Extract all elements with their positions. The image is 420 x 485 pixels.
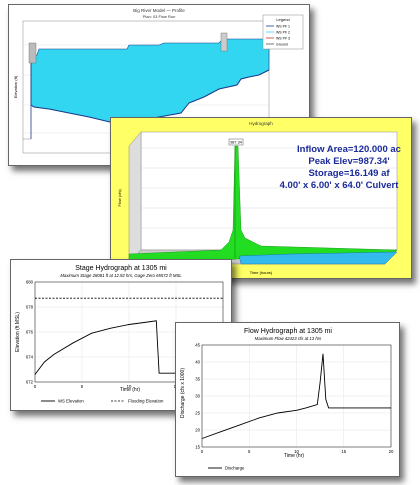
hydro3d-title: Hydrograph [249,121,273,126]
hydro3d-info-line: 4.00' x 6.00' x 64.0' Culvert [280,180,400,191]
stage-xlabel: Time (hr) [120,387,140,393]
profile-legend-item: WS PF 1 [276,25,290,29]
flow-ytick-label: 40 [195,360,200,365]
flow-ytick-label: 35 [195,377,200,382]
hydro3d-peak-tag [228,138,244,146]
stage-ytick-label: 672 [26,380,34,385]
flow-subtitle: Maximum Flow 42423 cfs at 13 hrs [255,336,322,341]
flow-ylabel: Discharge (cfs x 1000) [180,368,186,418]
flow-series-discharge [201,353,391,439]
hydro3d-xlabel: Time (hours) [250,270,273,275]
flow-ytick-label: 25 [195,411,200,416]
stage-xtick-label: 0 [34,384,37,389]
hydrograph-3d-window: Hydrograph 987.34 Flow (cfs) Time (hours… [110,117,412,279]
flow-legend-item: Discharge [225,466,245,471]
flow-xtick-label: 0 [201,449,204,454]
hydro3d-left-wall [128,131,142,265]
stage-ylabel: Elevation (ft MSL) [15,312,21,352]
flow-title: Flow Hydrograph at 1305 mi [244,328,332,335]
profile-channel-bottom [30,69,270,124]
stage-series-ws-elevation [34,320,223,375]
flow-xlabel: Time (hr) [284,453,304,459]
flow-xtick-label: 15 [341,449,346,454]
hydrograph-3d: Hydrograph 987.34 Flow (cfs) Time (hours… [111,118,411,278]
profile-legend-item: Ground [276,43,288,47]
stage-legend-item: Flooding Elevation [128,399,164,404]
profile-legend-item: WS PF 3 [276,37,290,41]
flow-hydrograph-window: Flow Hydrograph at 1305 mi Maximum Flow … [175,322,400,477]
flow-legend: Discharge [208,466,245,471]
stage-legend: WS Elevation Flooding Elevation [41,399,164,404]
stage-xtick-label: 5 [81,384,84,389]
flow-xtick-label: 10 [294,449,299,454]
hydro3d-flow-band [128,145,398,261]
flow-hydrograph: Flow Hydrograph at 1305 mi Maximum Flow … [176,323,399,476]
profile-title: Big River Model — Profile [133,8,185,13]
profile-legend-item: WS PF 2 [276,31,290,35]
profile-bridge-right [220,32,228,52]
stage-legend-item: WS Elevation [58,399,84,404]
profile-subtitle: Plan: 03 Flow Run [143,14,176,19]
stage-title: Stage Hydrograph at 1305 mi [75,265,167,272]
flow-ytick-label: 30 [195,394,200,399]
hydro3d-info-line: Peak Elev=987.34' [308,156,389,167]
stage-xtick-label: 10 [127,384,132,389]
profile-legend-items: WS PF 1 WS PF 2 WS PF 3 Ground [266,25,290,47]
stage-ytick-label: 674 [26,355,34,360]
hydro3d-ylabel: Flow (cfs) [117,189,122,207]
profile-bridge-left [28,42,37,64]
profile-legend-title: Legend [276,17,289,22]
hydro3d-info-box: Inflow Area=120.000 ac Peak Elev=987.34'… [280,144,401,191]
flow-plot-frame [201,344,392,448]
flow-ytick-label: 15 [195,445,200,450]
flow-ytick-label: 45 [195,343,200,348]
hydro3d-peak-tag-text: 987.34 [230,141,242,145]
hydro3d-info-line: Storage=16.149 af [308,168,390,179]
flow-xtick-label: 5 [248,449,251,454]
hydro3d-grid [141,147,397,229]
profile-ylabel: Elevation (ft) [13,75,18,98]
hydro3d-storage-band [238,251,398,265]
stage-ytick-label: 680 [26,280,34,285]
stage-ytick-label: 678 [26,305,34,310]
hydro3d-info-line: Inflow Area=120.000 ac [297,144,401,155]
flow-ytick-label: 20 [195,428,200,433]
flow-xtick-label: 20 [389,449,394,454]
stage-ytick-label: 676 [26,330,34,335]
stage-subtitle: Maximum Stage 28081 ft at 12.92 hrs, Gag… [60,273,182,278]
